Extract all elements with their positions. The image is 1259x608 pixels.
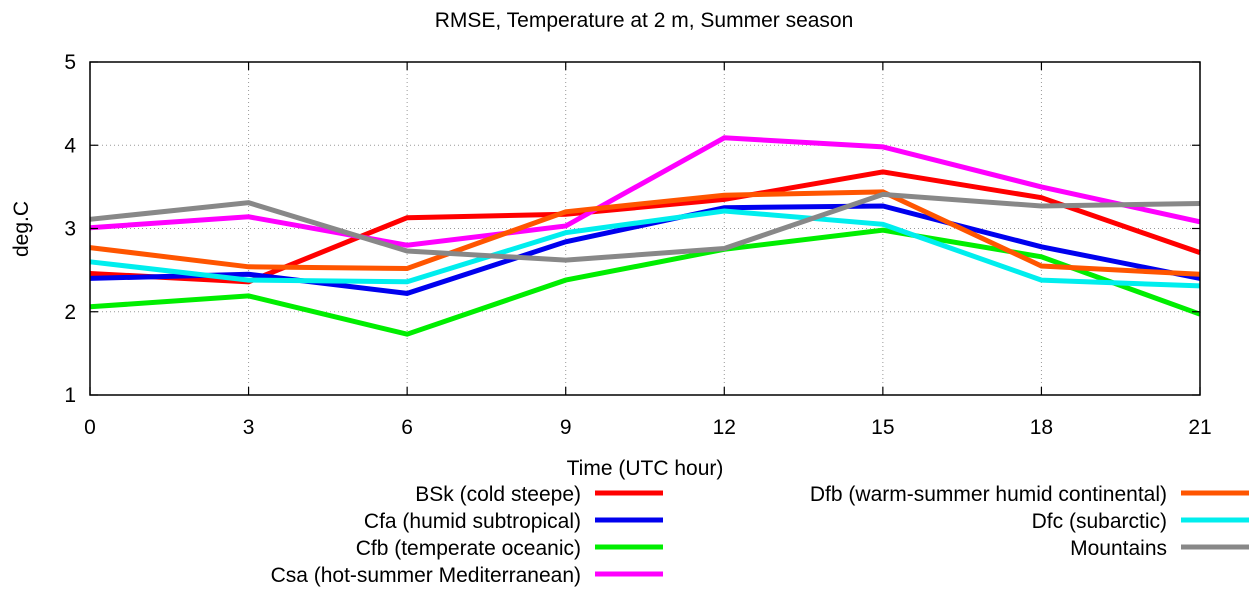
legend-item: Cfa (humid subtropical) <box>364 510 663 533</box>
legend-label: BSk (cold steepe) <box>415 483 581 506</box>
legend-label: Cfa (humid subtropical) <box>364 510 581 533</box>
series-line-6 <box>89 191 1201 263</box>
series-line-0 <box>89 169 1201 285</box>
x-tick-label: 6 <box>401 416 413 439</box>
y-tick-label: 1 <box>64 384 76 407</box>
series-lines <box>89 135 1201 337</box>
x-tick-label: 15 <box>871 416 894 439</box>
chart-title: RMSE, Temperature at 2 m, Summer season <box>435 9 854 32</box>
legend: BSk (cold steepe) Cfa (humid subtropical)… <box>271 483 1249 587</box>
x-tick-label: 0 <box>84 416 96 439</box>
grid-lines <box>90 62 1200 395</box>
legend-item: BSk (cold steepe) <box>415 483 663 506</box>
x-axis-label: Time (UTC hour) <box>567 457 724 480</box>
legend-item: Dfc (subarctic) <box>1032 510 1249 533</box>
legend-label: Cfb (temperate oceanic) <box>356 537 581 560</box>
x-tick-label: 12 <box>713 416 736 439</box>
series-line-5 <box>89 208 1201 289</box>
x-tick-label: 21 <box>1188 416 1211 439</box>
plot-frame <box>89 61 1201 396</box>
series-line-1 <box>89 203 1201 296</box>
legend-item: Csa (hot-summer Mediterranean) <box>271 564 663 587</box>
series-line-4 <box>89 189 1201 277</box>
legend-item: Cfb (temperate oceanic) <box>356 537 663 560</box>
y-tick-label: 3 <box>64 218 76 241</box>
legend-label: Dfc (subarctic) <box>1032 510 1167 533</box>
x-tick-label: 3 <box>243 416 255 439</box>
y-axis-label: deg.C <box>10 201 33 257</box>
legend-item: Mountains <box>1070 537 1249 560</box>
y-tick-label: 2 <box>64 301 76 324</box>
legend-item: Dfb (warm-summer humid continental) <box>810 483 1249 506</box>
y-tick-label: 5 <box>64 51 76 74</box>
x-tick-label: 18 <box>1030 416 1053 439</box>
legend-label: Mountains <box>1070 537 1167 560</box>
series-line-3 <box>89 135 1201 248</box>
legend-label: Dfb (warm-summer humid continental) <box>810 483 1167 506</box>
x-tick-label: 9 <box>560 416 572 439</box>
y-tick-label: 4 <box>64 134 76 157</box>
legend-label: Csa (hot-summer Mediterranean) <box>271 564 581 587</box>
